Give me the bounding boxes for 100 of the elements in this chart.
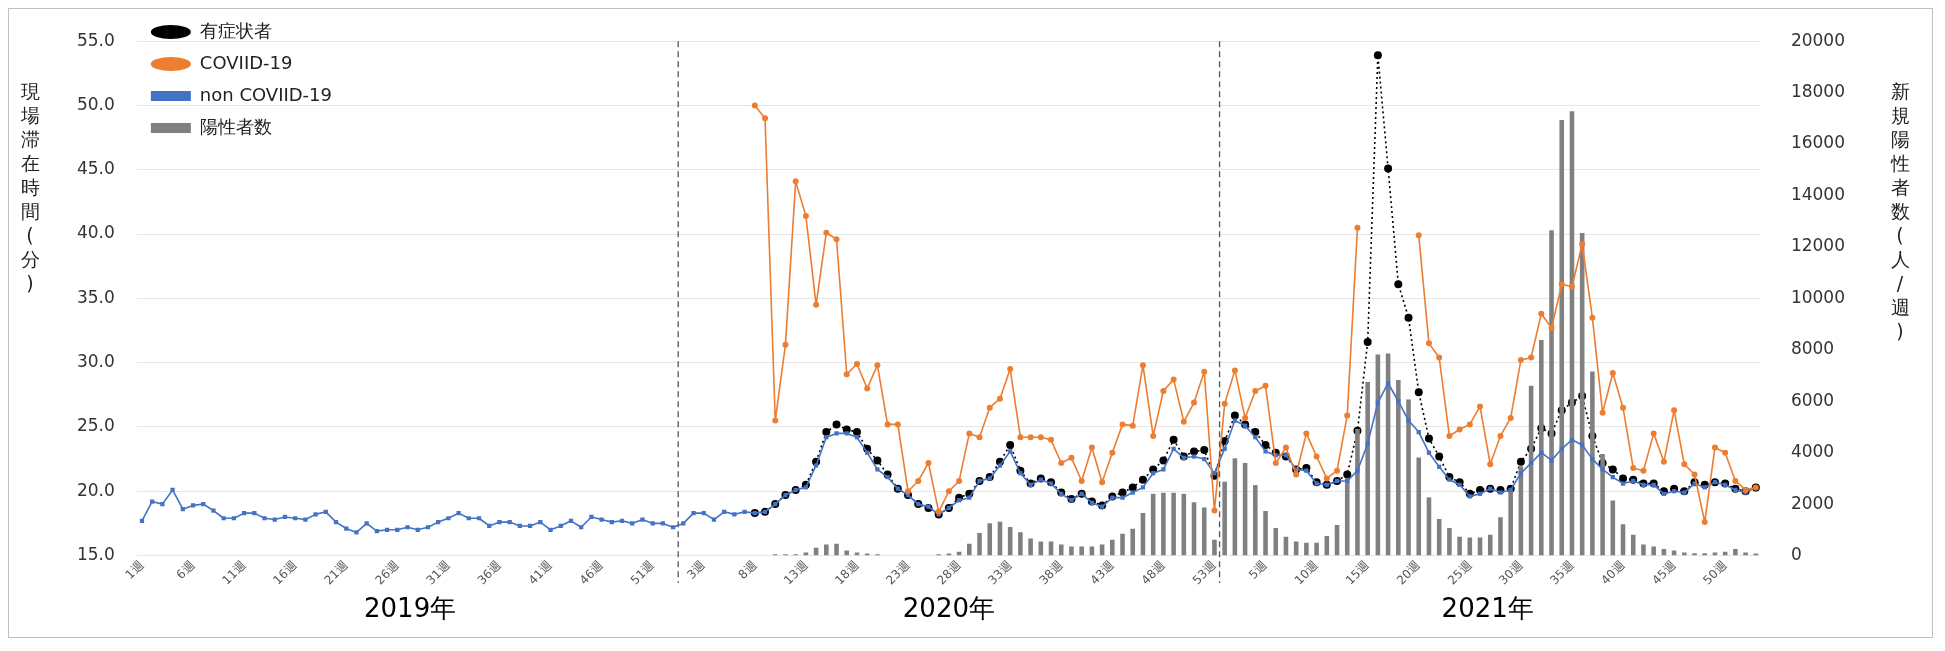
x-tick-label: 21週: [321, 558, 351, 588]
bar: [1682, 552, 1687, 556]
y-tick-label: 55.0: [76, 29, 115, 50]
bar: [1641, 544, 1646, 556]
text: 2020年: [902, 592, 995, 623]
x-tick-label: 53週: [1189, 558, 1219, 588]
bar: [824, 544, 829, 556]
bar: [1130, 528, 1136, 556]
bar: [1600, 453, 1605, 556]
bar: [1498, 517, 1503, 556]
bar: [1028, 538, 1033, 556]
x-tick-label: 8週: [735, 558, 760, 582]
x-tick-label: 20週: [1393, 558, 1424, 588]
y-tick-label: 30.0: [76, 351, 115, 372]
x-tick-label: 41週: [525, 558, 555, 588]
x-tick-label: 10週: [1291, 558, 1321, 588]
bar: [1273, 528, 1279, 556]
bar: [1743, 552, 1748, 556]
bar: [1018, 532, 1023, 556]
x-tick-label: 6週: [173, 558, 198, 582]
y2-tick-label: 6000: [1790, 389, 1835, 410]
y2-tick-label: 4000: [1790, 441, 1835, 462]
bar: [1212, 539, 1217, 556]
bar: [1161, 492, 1166, 556]
bar: [1110, 539, 1115, 556]
bar: [1416, 457, 1422, 556]
x-tick-label: 3週: [684, 558, 709, 582]
y2-tick-label: 2000: [1790, 492, 1835, 513]
x-tick-label: 45週: [1649, 558, 1679, 588]
bar: [1069, 546, 1074, 556]
y2-tick-label: 14000: [1790, 183, 1846, 204]
x-tick-label: 38週: [1036, 558, 1066, 588]
y2-tick-label: 18000: [1790, 81, 1846, 102]
x-tick-label: 31週: [423, 558, 453, 588]
y2-tick-label: 16000: [1790, 132, 1846, 153]
y2-tick-label: 20000: [1790, 29, 1846, 50]
bar: [1253, 485, 1258, 556]
bar: [987, 523, 993, 556]
x-tick-label: 15週: [1342, 558, 1372, 588]
x-tick-label: 11週: [219, 558, 249, 588]
bar: [1079, 546, 1084, 556]
text: 現場滞在時間(分): [20, 80, 40, 294]
x-tick-label: 51週: [627, 558, 657, 588]
bar: [977, 532, 982, 556]
x-tick-label: 48週: [1138, 558, 1168, 588]
y-tick-label: 25.0: [76, 415, 115, 436]
bar: [1630, 534, 1636, 556]
bar: [1559, 119, 1565, 556]
y-tick-label: 40.0: [76, 222, 115, 243]
bar: [1201, 507, 1207, 556]
bar: [1702, 553, 1708, 556]
bar: [1549, 230, 1554, 556]
x-tick-label: 36週: [474, 558, 504, 588]
x-tick-label: 23週: [883, 558, 913, 588]
legend-label: non COVIID-19: [199, 83, 333, 105]
y2-tick-label: 12000: [1790, 235, 1846, 256]
bar: [1304, 542, 1309, 556]
x-tick-label: 35週: [1547, 558, 1577, 588]
x-tick-label: 26週: [372, 558, 402, 588]
bar: [1314, 542, 1319, 556]
x-tick-label: 25週: [1444, 558, 1475, 588]
bar: [967, 543, 972, 556]
y2-tick-label: 10000: [1790, 286, 1846, 307]
y-tick-label: 50.0: [76, 93, 115, 114]
bar: [1733, 549, 1738, 556]
x-tick-label: 28週: [934, 558, 964, 588]
x-tick-label: 16週: [270, 558, 300, 588]
y2-tick-label: 8000: [1790, 338, 1835, 359]
bar: [1651, 546, 1656, 556]
bar: [1120, 533, 1125, 556]
bar: [834, 543, 839, 556]
x-tick-label: 43週: [1087, 558, 1117, 588]
y-tick-label: 45.0: [76, 158, 115, 179]
bar: [1447, 528, 1452, 556]
x-tick-label: 1週: [122, 558, 147, 582]
x-tick-label: 30週: [1496, 558, 1526, 588]
legend-label: 有症状者: [199, 19, 272, 41]
bar: [1222, 481, 1227, 556]
text: 2021年: [1441, 592, 1534, 623]
legend-label: COVIID-19: [199, 51, 293, 73]
bar: [1590, 371, 1595, 556]
bar: [844, 550, 850, 556]
bar: [1365, 381, 1370, 556]
y-tick-label: 15.0: [76, 543, 115, 564]
text: 新規陽性者数(人/週): [1890, 80, 1910, 342]
x-tick-label: 33週: [985, 558, 1015, 588]
x-tick-label: 50週: [1700, 558, 1730, 588]
bar: [1406, 399, 1411, 556]
x-tick-label: 5週: [1246, 558, 1270, 582]
x-tick-label: 46週: [576, 558, 606, 588]
x-tick-label: 18週: [832, 558, 862, 588]
y-tick-label: 20.0: [76, 479, 115, 500]
bar: [1539, 340, 1544, 556]
bar: [1058, 544, 1064, 556]
x-tick-label: 40週: [1598, 558, 1628, 588]
bar: [1487, 534, 1493, 556]
x-tick-label: 13週: [781, 558, 811, 588]
bar: [1457, 536, 1462, 556]
legend-label: 陽性者数: [199, 115, 272, 137]
text: 2019年: [364, 592, 457, 623]
